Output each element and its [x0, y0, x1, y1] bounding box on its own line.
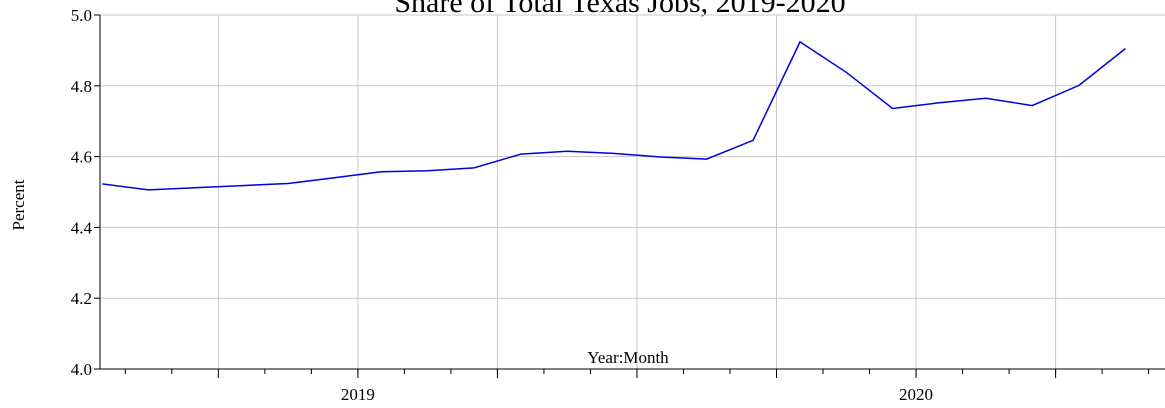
x-tick-label: 2019: [341, 385, 375, 404]
y-tick-label: 4.0: [71, 360, 92, 379]
chart-title: Share of Total Texas Jobs, 2019-2020: [394, 0, 845, 19]
y-tick-label: 4.2: [71, 289, 92, 308]
x-axis-label: Year:Month: [587, 348, 669, 367]
y-tick-label: 4.4: [71, 218, 93, 237]
y-tick-label: 4.6: [71, 148, 92, 167]
x-tick-label: 2020: [899, 385, 933, 404]
y-tick-label: 5.0: [71, 6, 92, 25]
y-tick-label: 4.8: [71, 77, 92, 96]
y-axis-label: Percent: [9, 179, 28, 230]
data-line: [102, 40, 1126, 191]
